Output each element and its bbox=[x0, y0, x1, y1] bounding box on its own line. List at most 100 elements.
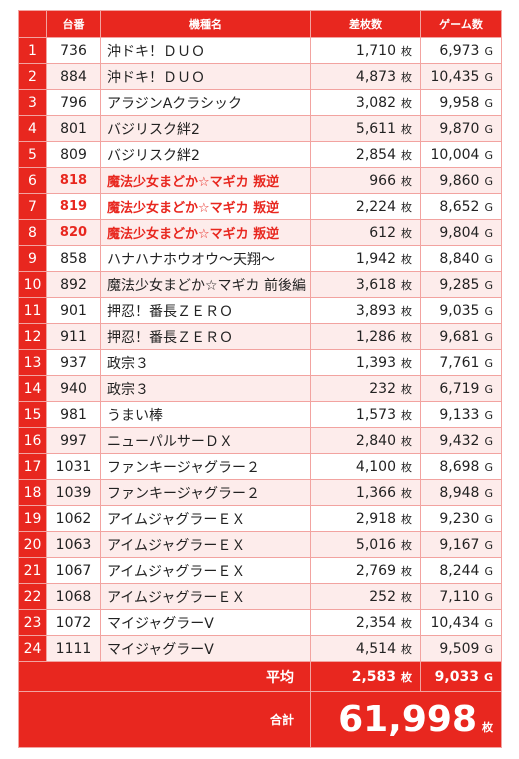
rank-cell: 3 bbox=[18, 89, 47, 116]
data-row: 3 796 アラジンAクラシック 3,082 枚 9,958 G bbox=[18, 89, 502, 116]
games-cell: 8,244 G bbox=[420, 557, 502, 584]
value: 9,033 bbox=[434, 668, 479, 685]
games-cell: 9,870 G bbox=[420, 115, 502, 142]
diff-cell: 1,573 枚 bbox=[310, 401, 421, 428]
value: 2,918 bbox=[355, 510, 396, 527]
diff-cell: 2,769 枚 bbox=[310, 557, 421, 584]
value: 5,016 bbox=[355, 536, 396, 553]
unit: G bbox=[484, 44, 493, 58]
value: 9,133 bbox=[439, 406, 480, 423]
diff-cell: 3,618 枚 bbox=[310, 271, 421, 298]
unit: 枚 bbox=[401, 122, 412, 136]
header-cell bbox=[18, 10, 47, 38]
data-row: 23 1072 マイジャグラーV 2,354 枚 10,434 G bbox=[18, 609, 502, 636]
header-cell: 台番 bbox=[46, 10, 101, 38]
data-row: 20 1063 アイムジャグラーＥＸ 5,016 枚 9,167 G bbox=[18, 531, 502, 558]
name-cell: ハナハナホウオウ〜天翔〜 bbox=[100, 245, 311, 272]
unit: G bbox=[484, 70, 493, 84]
data-row: 1 736 沖ドキ！ＤＵＯ 1,710 枚 6,973 G bbox=[18, 37, 502, 64]
games-cell: 9,432 G bbox=[420, 427, 502, 454]
machine-cell: 796 bbox=[46, 89, 101, 116]
total-row: 合計 61,998 枚 bbox=[18, 691, 502, 748]
results-table: 台番 機種名 差枚数 ゲーム数 1 736 沖ドキ！ＤＵＯ 1,710 枚 6,973 G 2… bbox=[18, 10, 502, 748]
rank-cell: 1 bbox=[18, 37, 47, 64]
machine-cell: 858 bbox=[46, 245, 101, 272]
value: 9,432 bbox=[439, 432, 480, 449]
unit: G bbox=[484, 278, 493, 292]
value: 9,035 bbox=[439, 302, 480, 319]
unit: G bbox=[484, 122, 493, 136]
value: 9,870 bbox=[439, 120, 480, 137]
diff-cell: 232 枚 bbox=[310, 375, 421, 402]
diff-cell: 3,082 枚 bbox=[310, 89, 421, 116]
value: 4,873 bbox=[355, 68, 396, 85]
rank-cell: 2 bbox=[18, 63, 47, 90]
unit: G bbox=[484, 330, 493, 344]
machine-cell: 901 bbox=[46, 297, 101, 324]
unit: 枚 bbox=[482, 721, 493, 734]
rank-cell: 13 bbox=[18, 349, 47, 376]
data-row: 18 1039 ファンキージャグラー２ 1,366 枚 8,948 G bbox=[18, 479, 502, 506]
data-row: 2 884 沖ドキ！ＤＵＯ 4,873 枚 10,435 G bbox=[18, 63, 502, 90]
value: 9,230 bbox=[439, 510, 480, 527]
value: 9,509 bbox=[439, 640, 480, 657]
name-cell: アイムジャグラーＥＸ bbox=[100, 557, 311, 584]
machine-cell: 1062 bbox=[46, 505, 101, 532]
diff-cell: 2,224 枚 bbox=[310, 193, 421, 220]
average-label: 平均 bbox=[18, 661, 311, 692]
data-row: 12 911 押忍！番長ＺＥＲＯ 1,286 枚 9,681 G bbox=[18, 323, 502, 350]
value: 10,435 bbox=[430, 68, 480, 85]
machine-cell: 801 bbox=[46, 115, 101, 142]
name-cell: 魔法少女まどか☆マギカ 叛逆 bbox=[100, 167, 311, 194]
unit: 枚 bbox=[401, 148, 412, 162]
unit: 枚 bbox=[401, 512, 412, 526]
value: 10,434 bbox=[430, 614, 480, 631]
header-cell: 差枚数 bbox=[310, 10, 421, 38]
unit: 枚 bbox=[401, 670, 412, 684]
unit: G bbox=[483, 670, 493, 684]
name-cell: アラジンAクラシック bbox=[100, 89, 311, 116]
unit: 枚 bbox=[401, 434, 412, 448]
diff-cell: 5,016 枚 bbox=[310, 531, 421, 558]
unit: 枚 bbox=[401, 278, 412, 292]
value: 1,942 bbox=[355, 250, 396, 267]
games-cell: 9,509 G bbox=[420, 635, 502, 662]
value: 8,948 bbox=[439, 484, 480, 501]
name-cell: 沖ドキ！ＤＵＯ bbox=[100, 37, 311, 64]
rank-cell: 14 bbox=[18, 375, 47, 402]
games-cell: 8,840 G bbox=[420, 245, 502, 272]
games-cell: 9,958 G bbox=[420, 89, 502, 116]
average-diff: 2,583 枚 bbox=[310, 661, 421, 692]
machine-cell: 820 bbox=[46, 219, 101, 246]
unit: G bbox=[484, 382, 493, 396]
machine-cell: 1068 bbox=[46, 583, 101, 610]
unit: G bbox=[484, 512, 493, 526]
name-cell: アイムジャグラーＥＸ bbox=[100, 531, 311, 558]
value: 3,618 bbox=[355, 276, 396, 293]
value: 9,285 bbox=[439, 276, 480, 293]
unit: G bbox=[484, 304, 493, 318]
unit: 枚 bbox=[401, 226, 412, 240]
diff-cell: 1,710 枚 bbox=[310, 37, 421, 64]
machine-cell: 940 bbox=[46, 375, 101, 402]
games-cell: 10,434 G bbox=[420, 609, 502, 636]
average-row: 平均 2,583 枚 9,033 G bbox=[18, 661, 502, 692]
rank-cell: 15 bbox=[18, 401, 47, 428]
unit: 枚 bbox=[401, 200, 412, 214]
diff-cell: 612 枚 bbox=[310, 219, 421, 246]
value: 3,082 bbox=[355, 94, 396, 111]
unit: G bbox=[484, 148, 493, 162]
rank-cell: 7 bbox=[18, 193, 47, 220]
games-cell: 10,004 G bbox=[420, 141, 502, 168]
total-diff: 61,998 枚 bbox=[310, 691, 502, 748]
games-cell: 7,110 G bbox=[420, 583, 502, 610]
value: 1,393 bbox=[355, 354, 396, 371]
unit: 枚 bbox=[401, 538, 412, 552]
games-cell: 9,167 G bbox=[420, 531, 502, 558]
machine-cell: 736 bbox=[46, 37, 101, 64]
data-row: 10 892 魔法少女まどか☆マギカ 前後編 3,618 枚 9,285 G bbox=[18, 271, 502, 298]
name-cell: アイムジャグラーＥＸ bbox=[100, 505, 311, 532]
games-cell: 9,035 G bbox=[420, 297, 502, 324]
machine-cell: 884 bbox=[46, 63, 101, 90]
data-row: 22 1068 アイムジャグラーＥＸ 252 枚 7,110 G bbox=[18, 583, 502, 610]
